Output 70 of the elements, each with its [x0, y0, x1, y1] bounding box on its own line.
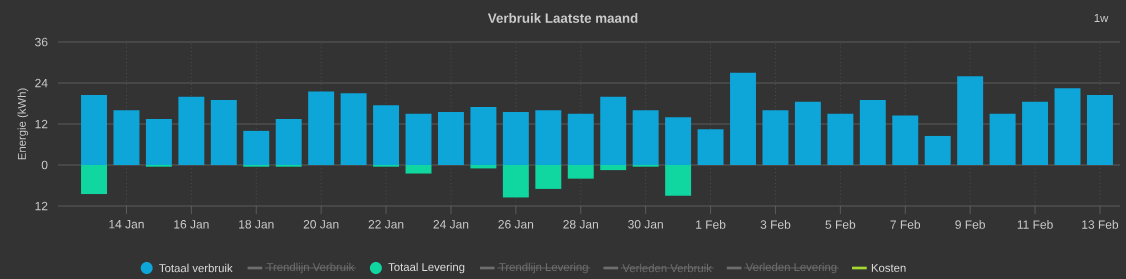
x-tick-label: 11 Feb [1017, 220, 1053, 229]
bar [502, 165, 529, 198]
bar [340, 93, 367, 165]
bar [697, 129, 724, 165]
x-tick-label: 30 Jan [628, 220, 663, 229]
x-tick-label: 3 Feb [760, 220, 791, 229]
x-tick-label: 22 Jan [368, 220, 404, 229]
y-tick-label: 0 [41, 160, 48, 170]
bar [567, 113, 594, 165]
legend-label: Trendlijn Levering [499, 262, 588, 274]
bar [470, 106, 497, 165]
bar [794, 101, 821, 165]
bar [665, 165, 692, 196]
bar [145, 118, 172, 165]
bar [924, 135, 951, 165]
bar [243, 130, 270, 165]
y-tick-label: 36 [35, 37, 48, 47]
chart-title: Verbruik Laatste maand [487, 13, 638, 23]
bar [437, 112, 464, 165]
y-tick-label: 12 [35, 201, 48, 211]
bar [1054, 88, 1081, 165]
x-tick-label: 26 Jan [498, 220, 534, 229]
legend-label: Verleden Verbruik [622, 263, 712, 273]
bar [535, 110, 562, 165]
bar [405, 113, 432, 165]
x-tick-label: 13 Feb [1082, 220, 1119, 229]
bar [81, 94, 107, 165]
y-axis-title: Energie (kWh) [17, 88, 29, 160]
bar [210, 100, 237, 165]
bar [373, 105, 400, 165]
bar [275, 118, 302, 165]
bar [535, 165, 562, 189]
bar [859, 100, 886, 165]
y-tick-label: 24 [35, 78, 48, 88]
legend-label: Verleden Levering [745, 262, 837, 274]
text: 1w [1094, 14, 1109, 22]
bar [113, 110, 140, 165]
bar [600, 96, 627, 165]
x-tick-label: 5 Feb [825, 220, 856, 229]
x-tick-label: 9 Feb [955, 220, 985, 229]
bar [665, 117, 692, 165]
legend-label: Totaal verbruik [159, 263, 233, 273]
bar [957, 76, 984, 165]
x-tick-label: 16 Jan [174, 220, 209, 229]
x-tick-label: 18 Jan [239, 220, 274, 229]
bar [308, 91, 335, 165]
bar [405, 165, 432, 174]
x-tick-label: 20 Jan [303, 220, 339, 229]
bar [1022, 101, 1049, 165]
legend-label: Totaal Levering [388, 262, 465, 274]
bar [892, 115, 919, 165]
legend-label: Trendlijn Verbruik [266, 262, 355, 274]
bar [827, 113, 854, 165]
bar [600, 165, 627, 171]
bar [567, 165, 594, 179]
bar [502, 112, 529, 165]
y-tick-label: 12 [35, 119, 48, 129]
bar [81, 165, 107, 195]
bar [178, 96, 205, 165]
x-tick-label: 1 Feb [696, 220, 726, 229]
bar [989, 113, 1016, 165]
x-tick-label: 7 Feb [890, 220, 921, 229]
bar [730, 72, 756, 165]
legend-label: Kosten [871, 264, 906, 272]
x-tick-label: 14 Jan [109, 220, 144, 229]
x-tick-label: 24 Jan [433, 220, 469, 229]
bar [632, 110, 659, 165]
bar [762, 110, 789, 165]
bar [1086, 94, 1113, 165]
x-tick-label: 28 Jan [563, 220, 598, 229]
